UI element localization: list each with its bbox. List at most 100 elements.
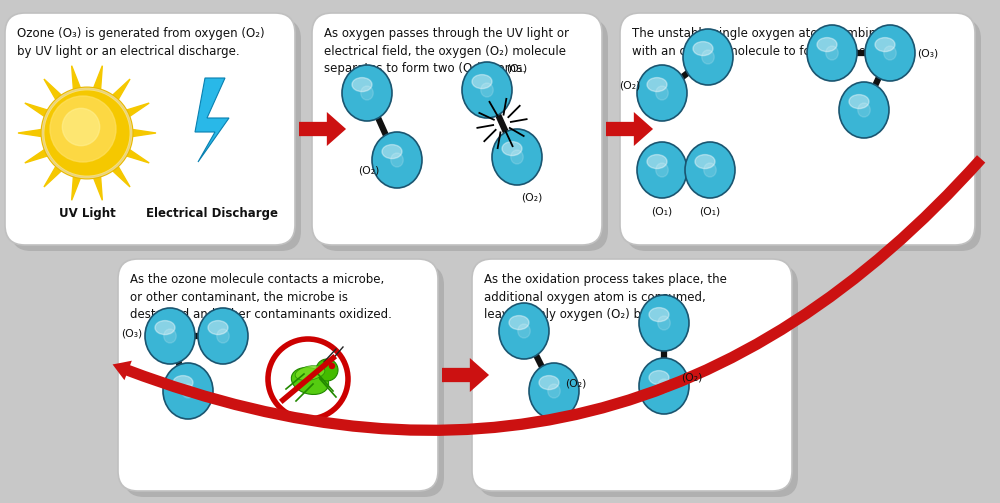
Polygon shape (123, 128, 156, 138)
Ellipse shape (647, 77, 667, 92)
FancyBboxPatch shape (620, 13, 975, 245)
Text: As the ozone molecule contacts a microbe,
or other contaminant, the microbe is
d: As the ozone molecule contacts a microbe… (130, 273, 392, 321)
Ellipse shape (702, 50, 714, 64)
Polygon shape (18, 128, 51, 138)
Text: (O₂): (O₂) (565, 378, 587, 388)
Ellipse shape (173, 376, 193, 390)
Ellipse shape (637, 142, 687, 198)
Ellipse shape (182, 384, 194, 398)
FancyBboxPatch shape (478, 265, 798, 497)
Ellipse shape (839, 82, 889, 138)
Ellipse shape (658, 316, 670, 330)
Polygon shape (195, 78, 229, 162)
Ellipse shape (391, 153, 403, 167)
Ellipse shape (649, 371, 669, 385)
Ellipse shape (704, 163, 716, 177)
Circle shape (330, 364, 334, 369)
Ellipse shape (548, 384, 560, 398)
Polygon shape (90, 166, 102, 200)
Ellipse shape (807, 25, 857, 81)
Ellipse shape (884, 46, 896, 60)
FancyBboxPatch shape (312, 13, 602, 245)
FancyBboxPatch shape (124, 265, 444, 497)
Ellipse shape (685, 142, 735, 198)
Text: UV Light: UV Light (59, 207, 115, 220)
Ellipse shape (637, 65, 687, 121)
Text: The unstable single oxygen atom combines
with an oxygen molecule to form ozone (: The unstable single oxygen atom combines… (632, 27, 897, 57)
Ellipse shape (352, 77, 372, 92)
Ellipse shape (639, 358, 689, 414)
Ellipse shape (40, 87, 134, 180)
Ellipse shape (342, 65, 392, 121)
Ellipse shape (43, 89, 131, 177)
Ellipse shape (155, 320, 175, 334)
Ellipse shape (656, 163, 668, 177)
Polygon shape (90, 66, 102, 99)
Text: As oxygen passes through the UV light or
electrical field, the oxygen (O₂) molec: As oxygen passes through the UV light or… (324, 27, 569, 75)
Text: Electrical Discharge: Electrical Discharge (146, 207, 278, 220)
FancyArrow shape (442, 358, 489, 392)
Ellipse shape (518, 324, 530, 338)
FancyArrow shape (299, 112, 346, 146)
Ellipse shape (695, 154, 715, 169)
Ellipse shape (511, 150, 523, 164)
Polygon shape (105, 158, 130, 187)
Polygon shape (25, 103, 57, 122)
Ellipse shape (499, 303, 549, 359)
Text: As the oxidation process takes place, the
additional oxygen atom is consumed,
le: As the oxidation process takes place, th… (484, 273, 727, 321)
Polygon shape (72, 66, 84, 99)
Polygon shape (44, 79, 69, 108)
FancyBboxPatch shape (472, 259, 792, 491)
Text: (O₁): (O₁) (506, 63, 528, 73)
Ellipse shape (639, 295, 689, 351)
FancyBboxPatch shape (5, 13, 295, 245)
Ellipse shape (826, 46, 838, 60)
Ellipse shape (492, 129, 542, 185)
Ellipse shape (208, 320, 228, 334)
Circle shape (316, 359, 338, 381)
Text: (O₃): (O₃) (917, 48, 939, 58)
FancyBboxPatch shape (318, 19, 608, 251)
Ellipse shape (858, 103, 870, 117)
Text: (O₂): (O₂) (681, 373, 703, 383)
Polygon shape (44, 158, 69, 187)
Ellipse shape (849, 95, 869, 109)
Polygon shape (72, 166, 84, 200)
Ellipse shape (163, 363, 213, 419)
Polygon shape (25, 144, 57, 163)
Ellipse shape (145, 308, 195, 364)
Ellipse shape (164, 329, 176, 343)
Ellipse shape (481, 83, 493, 97)
Ellipse shape (656, 86, 668, 100)
Ellipse shape (865, 25, 915, 81)
Ellipse shape (529, 363, 579, 419)
Text: (O₂): (O₂) (619, 80, 641, 90)
Ellipse shape (658, 379, 670, 393)
Ellipse shape (291, 368, 329, 394)
Text: Ozone (O₃) is generated from oxygen (O₂)
by UV light or an electrical discharge.: Ozone (O₃) is generated from oxygen (O₂)… (17, 27, 265, 57)
Ellipse shape (361, 86, 373, 100)
FancyBboxPatch shape (11, 19, 301, 251)
Ellipse shape (295, 366, 325, 380)
Ellipse shape (502, 142, 522, 155)
Text: (O₂): (O₂) (358, 165, 380, 175)
Ellipse shape (683, 29, 733, 85)
Ellipse shape (539, 376, 559, 390)
Ellipse shape (462, 62, 512, 118)
Ellipse shape (649, 308, 669, 321)
Polygon shape (117, 144, 149, 163)
Ellipse shape (875, 38, 895, 52)
Ellipse shape (472, 74, 492, 89)
Ellipse shape (62, 108, 100, 146)
FancyArrow shape (606, 112, 653, 146)
FancyArrowPatch shape (113, 155, 985, 436)
Ellipse shape (647, 154, 667, 169)
Ellipse shape (693, 42, 713, 56)
Text: (O₁): (O₁) (651, 207, 673, 217)
Text: (O₂): (O₂) (521, 192, 543, 202)
FancyBboxPatch shape (626, 19, 981, 251)
Ellipse shape (217, 329, 229, 343)
Ellipse shape (509, 315, 529, 329)
Ellipse shape (382, 144, 402, 158)
Polygon shape (105, 79, 130, 108)
